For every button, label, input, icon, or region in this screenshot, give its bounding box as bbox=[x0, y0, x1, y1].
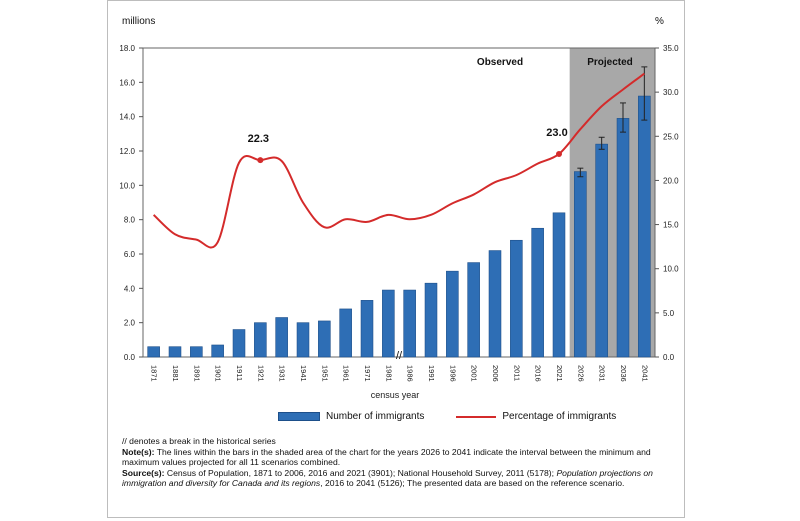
legend-bar-swatch bbox=[278, 412, 320, 421]
bar-1901 bbox=[211, 344, 224, 358]
x-tick-label-2041: 2041 bbox=[640, 365, 649, 382]
right-tick-label: 20.0 bbox=[663, 176, 679, 185]
bar-1931 bbox=[275, 317, 288, 358]
bar-1981 bbox=[382, 289, 395, 358]
x-tick-label-1921: 1921 bbox=[256, 365, 265, 382]
x-tick-label-2006: 2006 bbox=[491, 365, 500, 382]
right-tick-label: 30.0 bbox=[663, 88, 679, 97]
bar-1996 bbox=[446, 270, 459, 358]
right-axis-unit: % bbox=[655, 16, 664, 27]
bar-2041 bbox=[638, 95, 651, 358]
left-tick-label: 10.0 bbox=[119, 181, 135, 190]
bar-1971 bbox=[360, 300, 374, 358]
break-marker: // bbox=[396, 350, 403, 362]
x-tick-label-2021: 2021 bbox=[555, 365, 564, 382]
left-tick-label: 12.0 bbox=[119, 147, 135, 156]
bar-2001 bbox=[467, 262, 480, 358]
x-tick-label-1961: 1961 bbox=[342, 365, 351, 382]
left-tick-label: 0.0 bbox=[124, 353, 136, 362]
right-tick-label: 5.0 bbox=[663, 309, 675, 318]
x-axis-title: census year bbox=[371, 390, 420, 400]
bar-1911 bbox=[232, 329, 246, 358]
x-tick-label-2011: 2011 bbox=[512, 365, 521, 381]
left-tick-label: 6.0 bbox=[124, 250, 136, 259]
bar-1891 bbox=[190, 346, 203, 358]
legend-bar-label: Number of immigrants bbox=[326, 411, 425, 422]
x-tick-label-1986: 1986 bbox=[406, 365, 415, 382]
plot-area-border bbox=[142, 47, 656, 358]
bar-2021 bbox=[552, 212, 566, 358]
left-tick-label: 2.0 bbox=[124, 319, 136, 328]
right-tick-label: 15.0 bbox=[663, 221, 679, 230]
x-tick-label-1951: 1951 bbox=[320, 365, 329, 382]
left-tick-label: 8.0 bbox=[124, 216, 136, 225]
x-tick-label-2001: 2001 bbox=[470, 365, 479, 382]
bar-2031 bbox=[595, 143, 608, 358]
source-italic: Population projections on immigration an… bbox=[122, 467, 653, 489]
legend-line-label: Percentage of immigrants bbox=[502, 411, 617, 422]
bar-1961 bbox=[339, 308, 352, 358]
x-tick-label-1941: 1941 bbox=[299, 365, 308, 382]
x-tick-label-1931: 1931 bbox=[278, 365, 287, 382]
right-tick-label: 10.0 bbox=[663, 265, 679, 274]
bar-2016 bbox=[531, 227, 544, 358]
note-text: The lines within the bars in the shaded … bbox=[122, 446, 651, 468]
x-tick-label-1901: 1901 bbox=[214, 365, 223, 382]
x-tick-label-1871: 1871 bbox=[150, 365, 159, 382]
x-tick-label-1881: 1881 bbox=[171, 365, 180, 382]
bar-2006 bbox=[488, 250, 502, 358]
x-tick-label-1911: 1911 bbox=[235, 365, 244, 381]
x-tick-label-2036: 2036 bbox=[619, 365, 628, 382]
bar-2011 bbox=[510, 239, 523, 358]
annotation-label-1921: 22.3 bbox=[248, 133, 269, 145]
bar-1951 bbox=[318, 320, 331, 358]
note-paragraph: Note(s): The lines within the bars in th… bbox=[122, 447, 667, 468]
chart-notes: // denotes a break in the historical ser… bbox=[122, 436, 667, 489]
x-tick-label-2026: 2026 bbox=[576, 365, 585, 382]
chart-legend: Number of immigrants Percentage of immig… bbox=[278, 411, 616, 422]
bar-1941 bbox=[296, 322, 310, 358]
bar-1881 bbox=[168, 346, 182, 358]
bar-1921 bbox=[254, 322, 267, 358]
projected-label: Projected bbox=[587, 57, 633, 68]
legend-line-swatch bbox=[456, 415, 497, 418]
bar-2026 bbox=[574, 171, 587, 358]
left-tick-label: 18.0 bbox=[119, 44, 135, 53]
left-tick-label: 14.0 bbox=[119, 113, 135, 122]
x-tick-label-1991: 1991 bbox=[427, 365, 436, 382]
right-tick-label: 35.0 bbox=[663, 44, 679, 53]
x-tick-label-1981: 1981 bbox=[384, 365, 393, 382]
annotation-marker-1921 bbox=[257, 157, 264, 164]
x-tick-label-2031: 2031 bbox=[598, 365, 607, 382]
x-tick-label-1996: 1996 bbox=[448, 365, 457, 382]
x-tick-label-1971: 1971 bbox=[363, 365, 372, 382]
break-note: // denotes a break in the historical ser… bbox=[122, 436, 276, 446]
bar-1871 bbox=[147, 346, 160, 358]
bar-1986 bbox=[403, 289, 416, 358]
annotation-marker-2021 bbox=[556, 150, 562, 157]
right-tick-label: 0.0 bbox=[663, 353, 675, 362]
left-tick-label: 16.0 bbox=[119, 78, 135, 87]
left-tick-label: 4.0 bbox=[124, 284, 136, 293]
annotation-label-2021: 23.0 bbox=[546, 127, 567, 139]
left-axis-unit: millions bbox=[122, 16, 156, 27]
right-tick-label: 25.0 bbox=[663, 132, 679, 141]
bar-1991 bbox=[424, 282, 438, 358]
bar-2036 bbox=[616, 118, 630, 358]
observed-label: Observed bbox=[477, 57, 523, 68]
source-paragraph: Source(s): Census of Population, 1871 to… bbox=[122, 468, 667, 489]
source-text: Census of Population, 1871 to 2006, 2016… bbox=[164, 467, 555, 478]
source-label: Source(s): bbox=[122, 467, 165, 478]
note-label: Note(s): bbox=[122, 446, 155, 457]
source-tail: , 2016 to 2041 (5126); The presented dat… bbox=[320, 478, 625, 488]
x-tick-label-1891: 1891 bbox=[192, 365, 201, 382]
x-tick-label-2016: 2016 bbox=[534, 365, 543, 382]
